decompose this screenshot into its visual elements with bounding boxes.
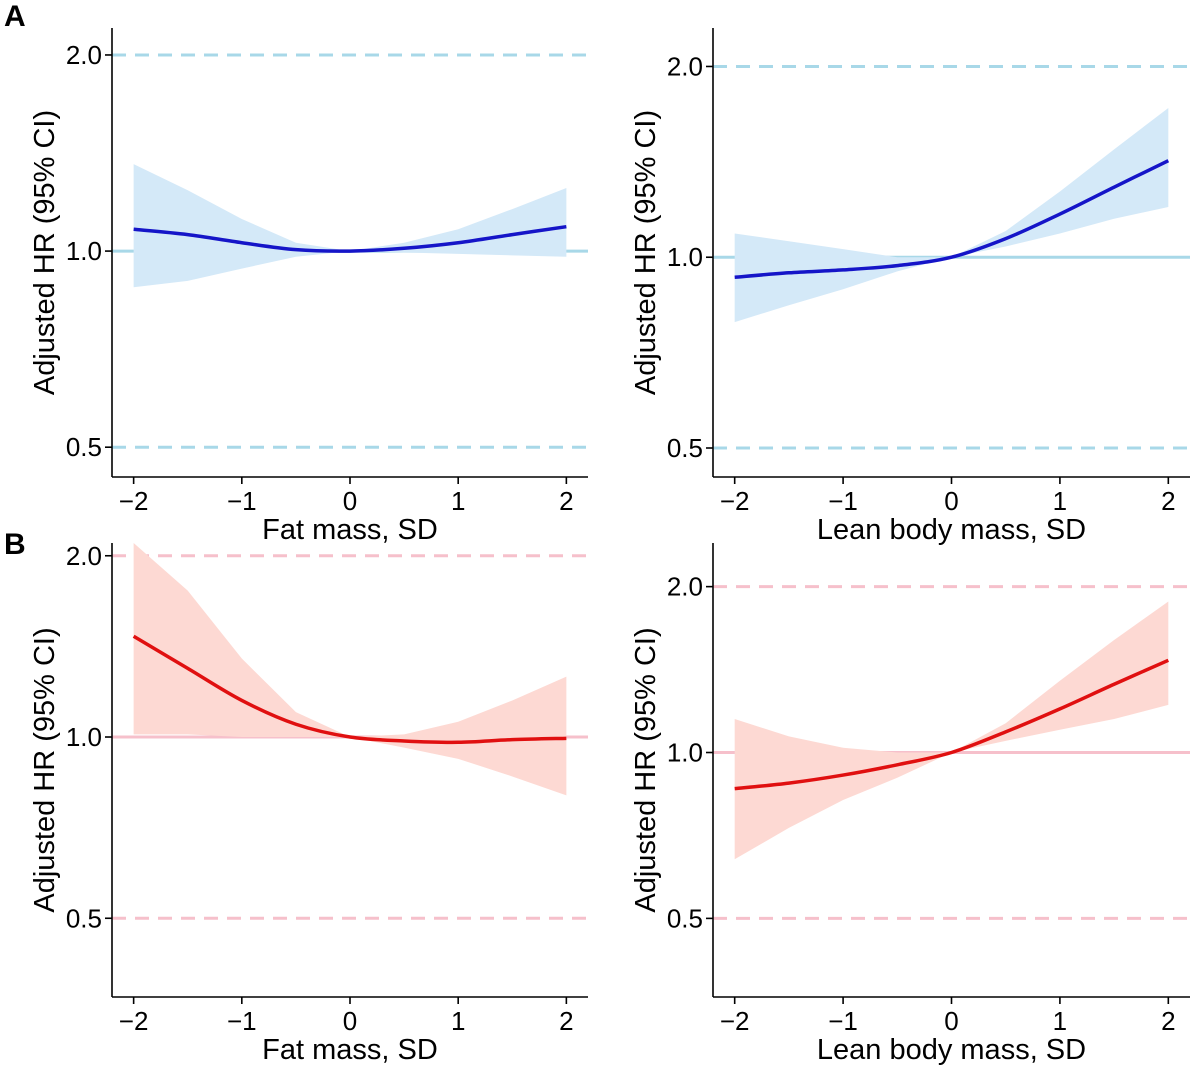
hr-curve <box>133 224 567 253</box>
y-axis-title: Adjusted HR (95% CI) <box>630 110 662 395</box>
x-tick-label: 2 <box>1161 1006 1175 1036</box>
x-tick-label: 2 <box>1161 486 1175 516</box>
panel-label-b: B <box>4 528 26 561</box>
y-tick-label: 0.5 <box>66 432 102 462</box>
x-tick-label: −1 <box>227 486 257 516</box>
y-axis-title: Adjusted HR (95% CI) <box>29 110 61 395</box>
confidence-band <box>734 107 1169 323</box>
x-tick-label: 1 <box>451 1006 465 1036</box>
x-tick-label: 2 <box>559 1006 573 1036</box>
x-tick-label: −2 <box>720 1006 750 1036</box>
x-tick-label: −1 <box>227 1006 257 1036</box>
x-tick-label: 1 <box>1053 486 1067 516</box>
x-axis-title: Fat mass, SD <box>262 1034 438 1066</box>
x-tick-label: 0 <box>343 1006 357 1036</box>
y-tick-label: 0.5 <box>667 903 703 933</box>
y-axis-title: Adjusted HR (95% CI) <box>29 627 61 912</box>
hr-curve <box>734 159 1170 279</box>
y-tick-label: 0.5 <box>667 433 703 463</box>
y-tick-label: 2.0 <box>66 541 102 571</box>
x-tick-label: −2 <box>119 1006 149 1036</box>
y-tick-label: 1.0 <box>66 722 102 752</box>
x-axis-title: Lean body mass, SD <box>817 514 1086 546</box>
confidence-band <box>133 164 567 288</box>
y-tick-label: 0.5 <box>66 903 102 933</box>
hr-curve <box>132 634 567 745</box>
y-tick-label: 2.0 <box>667 51 703 81</box>
x-tick-label: 1 <box>1053 1006 1067 1036</box>
y-tick-label: 1.0 <box>667 738 703 768</box>
x-tick-label: 0 <box>944 1006 958 1036</box>
confidence-band <box>734 601 1169 860</box>
panel-label-a: A <box>4 0 26 33</box>
x-tick-label: −1 <box>828 486 858 516</box>
y-tick-label: 2.0 <box>667 572 703 602</box>
y-tick-label: 1.0 <box>667 242 703 272</box>
x-tick-label: 2 <box>559 486 573 516</box>
x-tick-label: 1 <box>451 486 465 516</box>
y-axis-title: Adjusted HR (95% CI) <box>630 627 662 912</box>
x-axis-title: Lean body mass, SD <box>817 1034 1086 1066</box>
x-tick-label: 0 <box>343 486 357 516</box>
confidence-band <box>133 543 567 796</box>
x-tick-label: −1 <box>828 1006 858 1036</box>
y-tick-label: 2.0 <box>66 40 102 70</box>
x-tick-label: −2 <box>119 486 149 516</box>
x-axis-title: Fat mass, SD <box>262 514 438 546</box>
hr-curve <box>734 658 1170 791</box>
x-tick-label: 0 <box>944 486 958 516</box>
x-tick-label: −2 <box>720 486 750 516</box>
y-tick-label: 1.0 <box>66 236 102 266</box>
